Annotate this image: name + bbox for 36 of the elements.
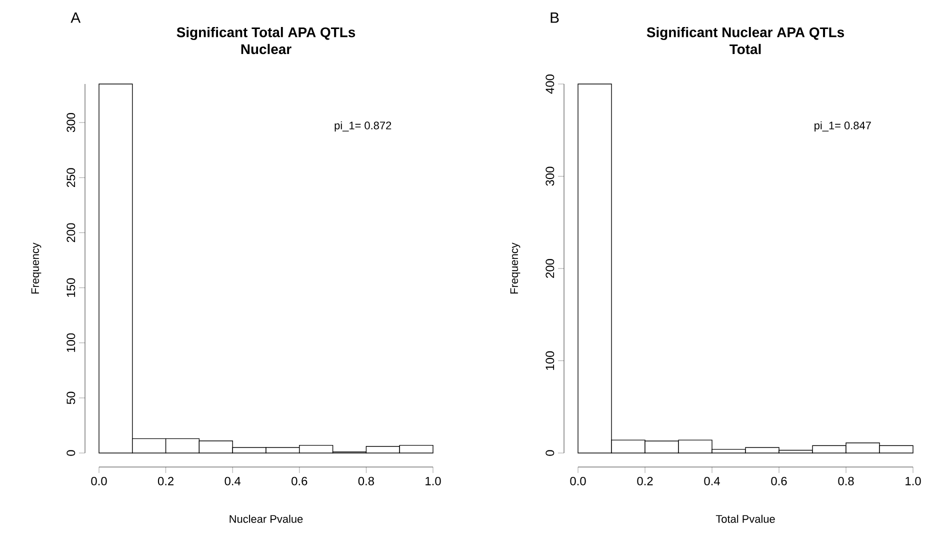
y-tick-label: 200 — [66, 223, 76, 242]
y-tick-label: 50 — [66, 392, 76, 404]
y-tick-label: 100 — [546, 351, 554, 370]
x-tick-label: 0.0 — [570, 476, 586, 486]
x-axis-title: Nuclear Pvalue — [230, 514, 303, 523]
x-tick-label: 0.8 — [838, 476, 854, 486]
annotation: pi_1= 0.847 — [814, 121, 871, 132]
x-tick-label: 0.4 — [224, 476, 241, 486]
x-tick-label: 1.0 — [906, 476, 921, 486]
chart-subtitle: Total — [730, 44, 761, 54]
y-tick-label: 100 — [66, 333, 76, 352]
y-tick-label: 300 — [66, 113, 76, 132]
x-tick-label: 0.4 — [704, 476, 720, 486]
y-axis-title: Frequency — [510, 242, 520, 294]
text: A — [70, 12, 81, 23]
y-tick-label: 0 — [546, 450, 554, 456]
x-tick-label: 0.2 — [637, 476, 653, 486]
chart-subtitle: Nuclear — [241, 44, 292, 54]
text: B — [550, 12, 559, 23]
y-tick-label: 150 — [66, 278, 76, 297]
x-tick-label: 0.2 — [158, 476, 174, 486]
y-tick-label: 400 — [546, 74, 554, 94]
y-tick-label: 300 — [546, 166, 554, 186]
x-tick-label: 0.6 — [771, 476, 787, 486]
y-tick-label: 200 — [546, 258, 554, 278]
chart-title: Significant Total APA QTLs — [176, 26, 356, 40]
annotation: pi_1= 0.872 — [334, 121, 392, 132]
y-tick-label: 250 — [66, 168, 76, 188]
y-tick-label: 0 — [66, 450, 76, 456]
x-tick-label: 0.8 — [358, 476, 374, 486]
x-axis-title: Total Pvalue — [716, 514, 775, 523]
y-axis-title: Frequency — [31, 242, 42, 294]
x-tick-label: 0.6 — [292, 476, 308, 486]
x-tick-label: 1.0 — [426, 476, 441, 486]
x-tick-label: 0.0 — [91, 476, 107, 486]
chart-title: Significant Nuclear APA QTLs — [646, 26, 844, 40]
